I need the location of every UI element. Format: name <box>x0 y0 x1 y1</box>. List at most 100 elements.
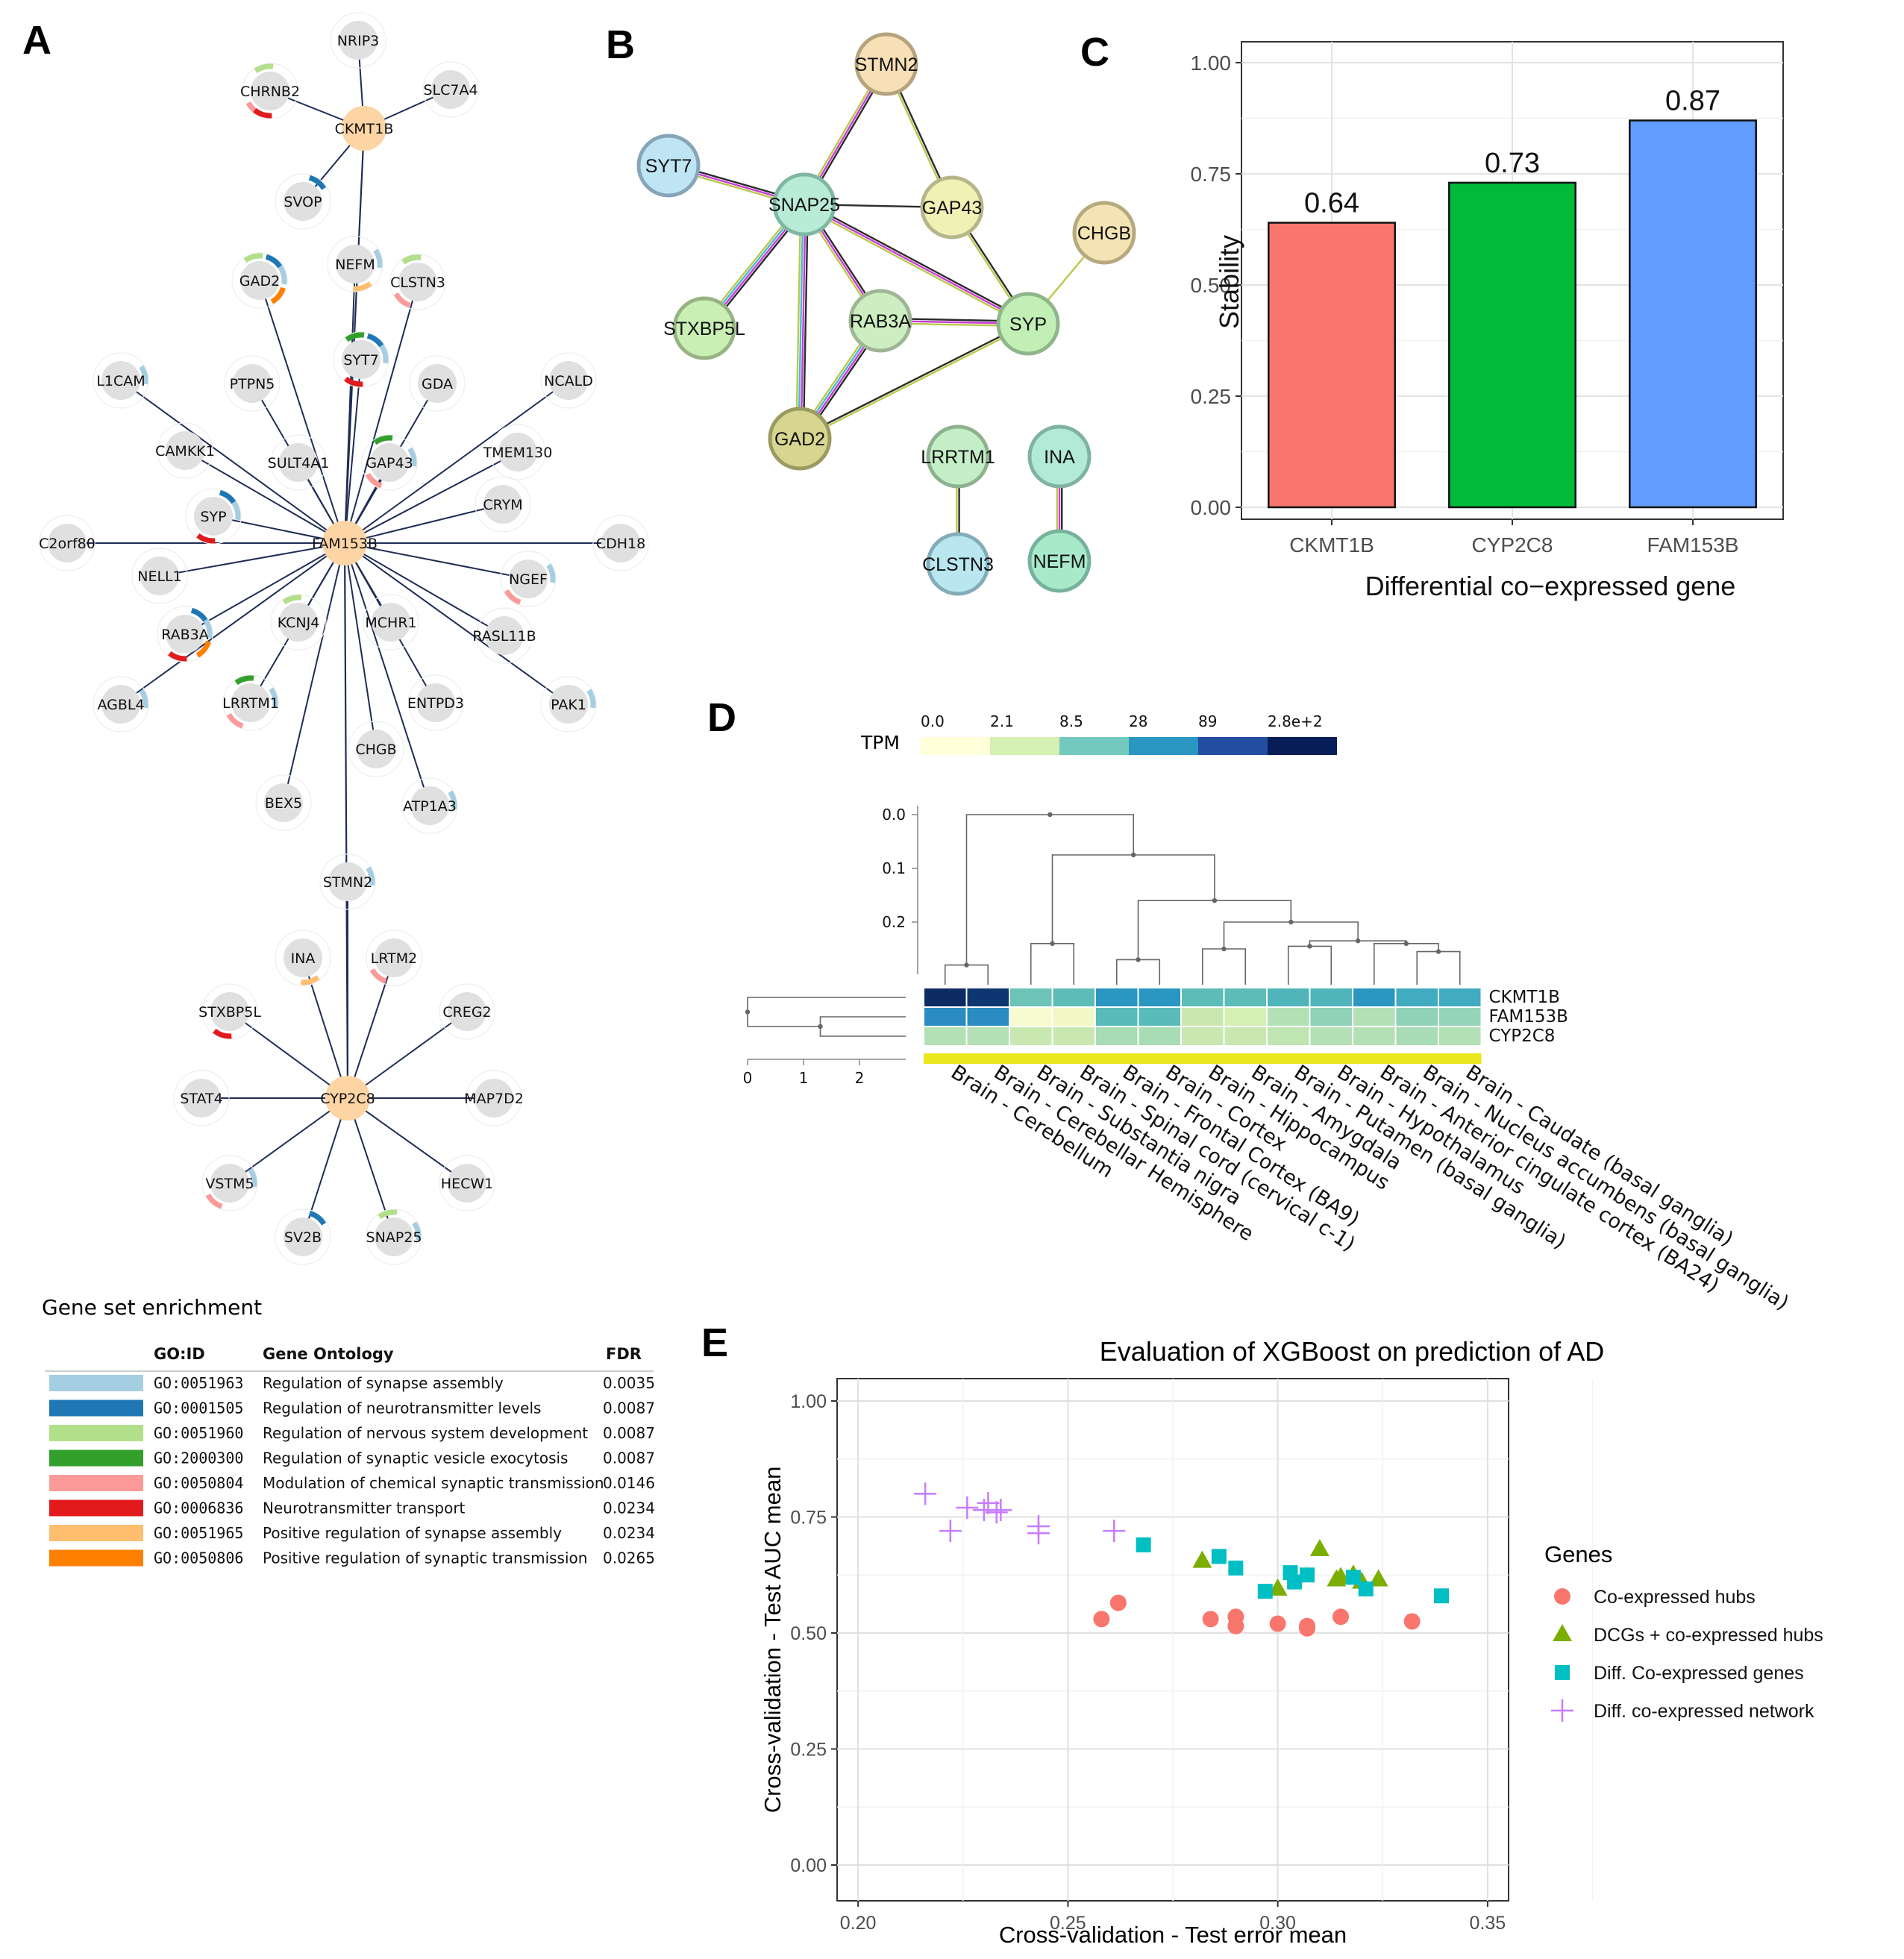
scatter-y-tick-label: 1.00 <box>790 1391 827 1412</box>
gene-node-nell1: NELL1 <box>131 548 188 604</box>
scatter-x-title: Cross-validation - Test error mean <box>999 1922 1347 1948</box>
y-tick-label: 0.75 <box>1191 163 1232 186</box>
gene-node-circle <box>240 261 279 300</box>
go-description: Positive regulation of synaptic transmis… <box>263 1549 587 1567</box>
legend-swatch <box>1268 737 1337 755</box>
string-node-rab3a: RAB3A <box>848 289 912 353</box>
hub-node-label: CYP2C8 <box>320 1091 375 1107</box>
gene-node-nrip3: NRIP3 <box>330 12 386 69</box>
string-edge <box>804 203 1029 325</box>
gene-node-label: LRTM2 <box>371 950 418 967</box>
gene-node-label: NEFM <box>335 257 375 273</box>
gene-node-circle <box>549 685 588 724</box>
gene-node-label: LRRTM1 <box>222 695 279 712</box>
heatmap-cell <box>1310 1027 1352 1045</box>
gene-node-ring <box>361 434 418 491</box>
string-node-lrrtm1: LRRTM1 <box>921 424 995 489</box>
string-edge <box>802 204 809 439</box>
string-node-circle <box>848 289 912 353</box>
gene-node-l1cam: L1CAM <box>93 352 149 409</box>
scatter-point <box>1434 1588 1449 1604</box>
go-annotation-arc <box>407 447 417 467</box>
gene-node-ring <box>231 252 288 309</box>
gene-node-label: L1CAM <box>96 373 145 389</box>
hub-node-label: CKMT1B <box>335 121 394 137</box>
gene-node-ring <box>407 674 464 731</box>
go-annotation-arc <box>369 968 387 984</box>
network-a-edge <box>344 263 356 544</box>
scatter-legend-label: Co-expressed hubs <box>1594 1587 1756 1608</box>
heatmap-cell <box>1353 1027 1395 1045</box>
scatter-legend-marker <box>1554 1588 1571 1605</box>
string-node-circle <box>1072 201 1136 265</box>
gene-node-ring <box>157 606 213 662</box>
string-node-chgb: CHGB <box>1072 201 1136 265</box>
gene-node-circle <box>475 1079 513 1118</box>
row-dendro-tick-label: 1 <box>799 1069 809 1087</box>
scatter-point <box>1300 1567 1315 1583</box>
tpm-heatmap: TPM 0.0 2.1 8.5 28 89 2.8e+2 0.0 0.1 0.2 0 1 2 CK… <box>743 712 1793 1315</box>
heatmap-cell <box>1353 988 1395 1006</box>
x-tick-label: FAM153B <box>1647 533 1739 557</box>
legend-swatch <box>921 737 990 755</box>
gene-node-ring <box>333 331 389 388</box>
heatmap-cells <box>924 988 1482 1064</box>
gene-node-svop: SVOP <box>275 173 331 230</box>
scatter-point <box>1345 1570 1361 1585</box>
gene-node-camkk1: CAMKK1 <box>155 422 215 479</box>
scatter-grid <box>837 1379 1594 1901</box>
string-node-label: GAP43 <box>922 198 983 219</box>
gene-node-label: INA <box>291 950 316 967</box>
gene-node-label: SLC7A4 <box>423 82 477 98</box>
gene-node-ring <box>439 983 495 1040</box>
gene-node-circle <box>431 70 470 109</box>
heatmap-cell <box>1439 1008 1481 1026</box>
gene-node-circle <box>549 361 588 400</box>
go-annotation-arc <box>231 501 241 521</box>
network-a-nodes: NRIP3 CHRNB2 SLC7A4 SVOP NEFM GAD2 CLSTN3 SYT7 L… <box>39 12 649 1265</box>
heatmap-cell <box>1439 988 1481 1006</box>
gene-node-circle <box>279 443 318 482</box>
go-annotation-arc <box>401 254 422 265</box>
gene-node-syp: SYP <box>185 488 242 545</box>
gene-set-enrichment-table: Gene set enrichment GO:ID Gene Ontology … <box>42 1295 655 1567</box>
go-annotation-arc <box>504 589 522 605</box>
scatter-legend-label: DCGs + co-expressed hubs <box>1594 1625 1823 1646</box>
legend-swatch <box>990 737 1059 755</box>
go-annotation-arc <box>379 344 389 364</box>
bar-ckmt1b <box>1268 222 1396 509</box>
go-fdr: 0.0087 <box>603 1449 655 1467</box>
scatter-legend: Co-expressed hubs DCGs + co-expressed hub… <box>1551 1587 1823 1722</box>
string-node-label: SYP <box>1009 314 1047 335</box>
gene-node-circle <box>279 603 318 642</box>
heatmap-cell <box>924 1027 966 1045</box>
row-dendro-branch <box>747 997 906 1027</box>
gene-node-lrtm2: LRTM2 <box>366 930 422 986</box>
gene-node-ring <box>319 853 376 910</box>
go-annotation-arc <box>393 292 411 308</box>
scatter-x-tick-label: 0.35 <box>1470 1913 1506 1934</box>
gene-node-ring <box>439 1155 495 1212</box>
string-node-circle <box>920 175 984 239</box>
gene-node-pak1: PAK1 <box>540 676 597 733</box>
gene-node-ring <box>270 594 327 651</box>
string-node-circle <box>1027 424 1092 489</box>
go-id: GO:0051965 <box>154 1524 243 1542</box>
go-fdr: 0.0035 <box>603 1374 655 1392</box>
heatmap-annotation-bar <box>924 1053 1482 1064</box>
gene-node-label: MCHR1 <box>365 615 416 631</box>
heatmap-cell <box>1353 1008 1395 1026</box>
scatter-point <box>1211 1549 1227 1564</box>
gene-node-bex5: BEX5 <box>255 774 312 831</box>
go-annotation-arc <box>253 107 272 119</box>
go-color-swatch <box>49 1475 143 1491</box>
go-id: GO:2000300 <box>154 1449 243 1467</box>
gene-node-ring <box>330 12 386 69</box>
coexpression-network-a: NRIP3 CHRNB2 SLC7A4 SVOP NEFM GAD2 CLSTN3 SYT7 L… <box>39 12 649 1265</box>
gene-node-ring <box>540 352 597 409</box>
enrichment-row: GO:0051965 Positive regulation of synapse… <box>49 1524 655 1542</box>
scatter-legend-label: Diff. co-expressed network <box>1594 1701 1814 1722</box>
go-annotation-arc <box>205 1193 223 1209</box>
gene-node-label: SNAP25 <box>366 1229 422 1246</box>
gene-node-ring <box>93 352 149 409</box>
